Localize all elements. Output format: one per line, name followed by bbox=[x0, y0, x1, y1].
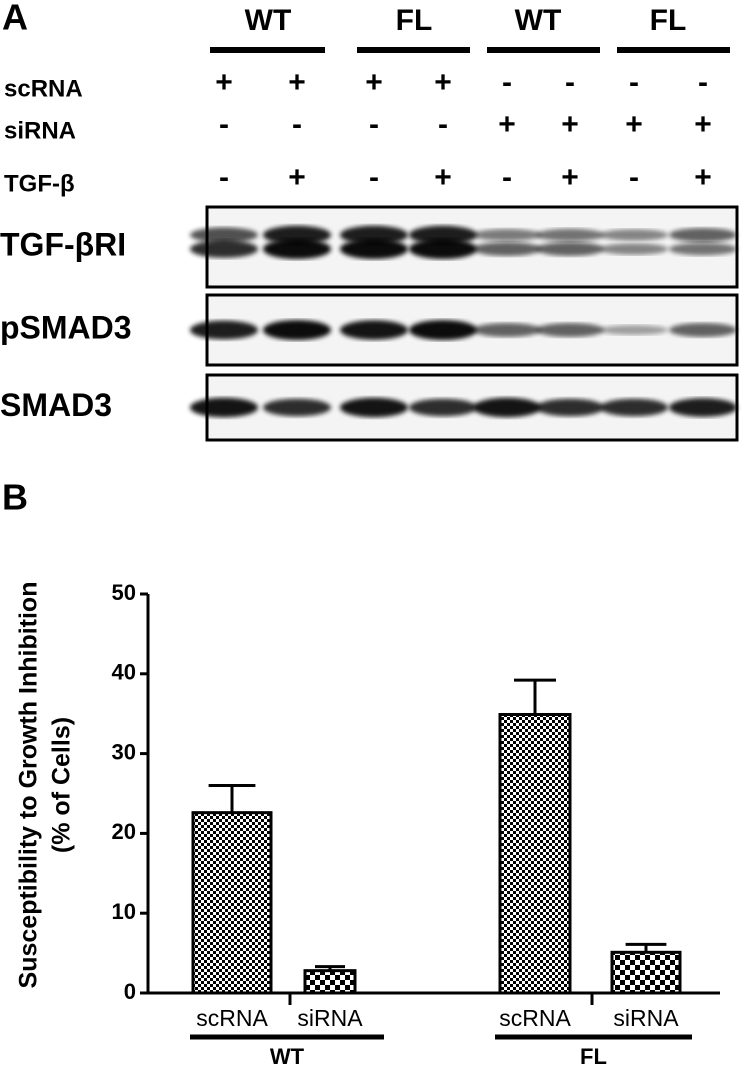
band bbox=[409, 225, 477, 245]
sign: - bbox=[629, 161, 639, 194]
y-tick-label: 20 bbox=[112, 819, 136, 844]
y-axis-label: (% of Cells) bbox=[48, 717, 76, 853]
blots bbox=[190, 205, 739, 442]
sign: + bbox=[434, 66, 452, 99]
band bbox=[409, 398, 477, 417]
sign: - bbox=[502, 161, 512, 194]
bar bbox=[303, 969, 357, 995]
band bbox=[340, 225, 408, 245]
band bbox=[340, 239, 408, 259]
band bbox=[190, 227, 258, 243]
sign: - bbox=[502, 66, 512, 99]
band bbox=[263, 239, 331, 259]
band bbox=[473, 242, 541, 256]
band bbox=[473, 397, 541, 418]
group-label: FL bbox=[396, 4, 433, 37]
sign: + bbox=[694, 108, 712, 141]
sign: + bbox=[434, 161, 452, 194]
band bbox=[263, 225, 331, 245]
bar bbox=[498, 712, 572, 995]
band bbox=[263, 320, 331, 340]
x-tick-label: siRNA bbox=[613, 1005, 679, 1031]
y-tick-label: 50 bbox=[112, 580, 136, 605]
panel-label: B bbox=[2, 477, 28, 518]
band bbox=[190, 320, 258, 340]
band bbox=[669, 323, 737, 337]
condition-label: TGF-β bbox=[4, 170, 75, 197]
y-tick-label: 0 bbox=[124, 979, 136, 1004]
band bbox=[473, 228, 541, 242]
bar bbox=[191, 811, 273, 995]
band bbox=[409, 239, 477, 259]
x-tick-label: scRNA bbox=[499, 1005, 571, 1031]
band bbox=[669, 398, 737, 417]
band bbox=[409, 320, 477, 340]
sign: + bbox=[288, 66, 306, 99]
group-label: FL bbox=[650, 4, 687, 37]
band bbox=[669, 242, 737, 256]
band bbox=[536, 228, 604, 242]
band bbox=[600, 398, 668, 417]
band bbox=[600, 229, 668, 241]
band bbox=[190, 397, 258, 418]
y-tick-label: 40 bbox=[112, 660, 136, 685]
x-tick-label: siRNA bbox=[297, 1005, 363, 1031]
sign: + bbox=[498, 108, 516, 141]
sign: - bbox=[219, 161, 229, 194]
sign: - bbox=[219, 108, 229, 141]
band bbox=[263, 398, 331, 417]
blot-label: SMAD3 bbox=[0, 387, 112, 423]
band bbox=[536, 242, 604, 256]
blot-label: pSMAD3 bbox=[0, 309, 132, 345]
panel-label: A bbox=[2, 0, 28, 38]
sign: + bbox=[561, 108, 579, 141]
group-label: FL bbox=[580, 1044, 607, 1069]
sign: - bbox=[369, 161, 379, 194]
condition-label: scRNA bbox=[4, 75, 83, 102]
band bbox=[536, 323, 604, 337]
band bbox=[600, 325, 668, 335]
y-axis-label: Susceptibility to Growth Inhibition bbox=[15, 582, 43, 989]
y-tick-label: 10 bbox=[112, 899, 136, 924]
group-label: WT bbox=[270, 1044, 305, 1069]
bar bbox=[610, 950, 682, 995]
sign: - bbox=[292, 108, 302, 141]
sign: - bbox=[565, 66, 575, 99]
condition-label: siRNA bbox=[4, 117, 76, 144]
sign: - bbox=[369, 108, 379, 141]
sign: + bbox=[561, 161, 579, 194]
blot-label: TGF-βRI bbox=[0, 226, 126, 262]
sign: - bbox=[438, 108, 448, 141]
sign: + bbox=[365, 66, 383, 99]
sign: + bbox=[288, 161, 306, 194]
band bbox=[669, 228, 737, 242]
sign: + bbox=[694, 161, 712, 194]
sign: - bbox=[629, 66, 639, 99]
sign: + bbox=[625, 108, 643, 141]
sign: + bbox=[215, 66, 233, 99]
band bbox=[473, 323, 541, 337]
band bbox=[536, 398, 604, 417]
band bbox=[340, 320, 408, 340]
group-label: WT bbox=[245, 4, 292, 37]
y-tick-label: 30 bbox=[112, 739, 136, 764]
group-label: WT bbox=[515, 4, 562, 37]
band bbox=[600, 243, 668, 255]
x-tick-label: scRNA bbox=[196, 1005, 268, 1031]
sign: - bbox=[698, 66, 708, 99]
band bbox=[190, 240, 258, 258]
band bbox=[340, 397, 408, 418]
